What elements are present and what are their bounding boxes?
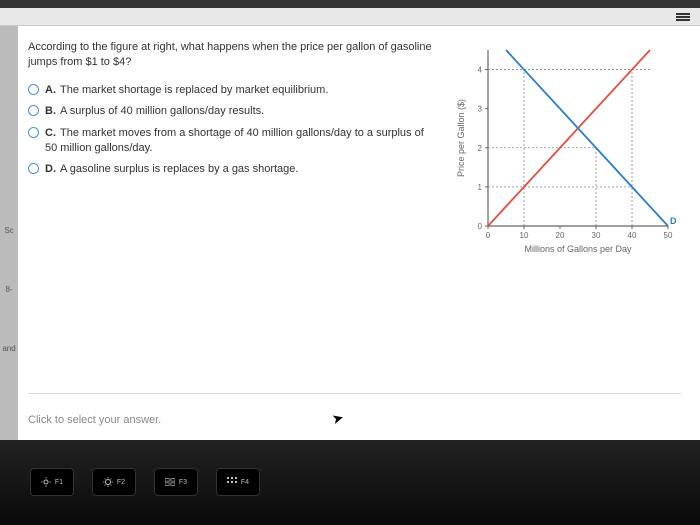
radio-icon[interactable]	[28, 127, 39, 138]
svg-text:3: 3	[478, 105, 483, 114]
option-text: A surplus of 40 million gallons/day resu…	[60, 105, 264, 117]
laptop-keyboard: F1 F2 F3 F4	[0, 440, 700, 525]
gutter-label: 8-	[5, 285, 12, 294]
svg-text:0: 0	[478, 222, 483, 231]
key-f3[interactable]: F3	[154, 468, 198, 496]
quiz-panel: Sc 8- and According to the figure at rig…	[0, 26, 700, 440]
svg-text:2: 2	[478, 144, 483, 153]
key-f1[interactable]: F1	[30, 468, 74, 496]
option-letter: B.	[45, 105, 56, 117]
key-label: F3	[179, 479, 187, 486]
launchpad-icon	[227, 477, 237, 487]
footer-hint: Click to select your answer.	[28, 414, 682, 426]
browser-top-bar	[0, 8, 700, 26]
option-letter: A.	[45, 84, 56, 96]
svg-text:4: 4	[478, 66, 483, 75]
brightness-high-icon	[103, 477, 113, 487]
option-b[interactable]: B. A surplus of 40 million gallons/day re…	[28, 104, 432, 119]
svg-text:30: 30	[592, 231, 601, 240]
gutter-label: and	[2, 344, 15, 353]
radio-icon[interactable]	[28, 163, 39, 174]
option-d[interactable]: D. A gasoline surplus is replaces by a ga…	[28, 162, 432, 177]
svg-text:10: 10	[520, 231, 529, 240]
svg-text:50: 50	[664, 231, 673, 240]
question-text: According to the figure at right, what h…	[28, 40, 432, 71]
option-letter: D.	[45, 163, 56, 175]
key-f2[interactable]: F2	[92, 468, 136, 496]
option-letter: C.	[45, 127, 56, 139]
option-c[interactable]: C.The market moves from a shortage of 40…	[28, 126, 432, 157]
svg-text:D: D	[670, 216, 677, 226]
svg-text:Millions of Gallons per Day: Millions of Gallons per Day	[524, 244, 632, 254]
svg-text:Price per Gallon ($): Price per Gallon ($)	[456, 99, 466, 177]
supply-demand-chart: 0 10 20 30 40 50 0 1 2 3 4 D Millions of Gallons per…	[452, 40, 682, 260]
radio-icon[interactable]	[28, 84, 39, 95]
left-gutter: Sc 8- and	[0, 26, 18, 440]
key-f4[interactable]: F4	[216, 468, 260, 496]
key-label: F2	[117, 479, 125, 486]
monitor-frame: Sc 8- and According to the figure at rig…	[0, 0, 700, 440]
option-text: The market shortage is replaced by marke…	[60, 84, 328, 96]
svg-text:20: 20	[556, 231, 565, 240]
svg-text:1: 1	[478, 183, 483, 192]
option-a[interactable]: A. The market shortage is replaced by mar…	[28, 83, 432, 98]
menu-icon[interactable]	[676, 12, 690, 22]
gutter-label: Sc	[4, 226, 13, 235]
radio-icon[interactable]	[28, 105, 39, 116]
option-text: The market moves from a shortage of 40 m…	[45, 127, 424, 154]
svg-text:0: 0	[486, 231, 491, 240]
chart-svg: 0 10 20 30 40 50 0 1 2 3 4 D Millions of Gallons per…	[452, 40, 682, 260]
brightness-low-icon	[41, 477, 51, 487]
mission-control-icon	[165, 477, 175, 487]
divider	[28, 393, 682, 394]
svg-text:40: 40	[628, 231, 637, 240]
question-column: According to the figure at right, what h…	[28, 40, 432, 184]
option-text: A gasoline surplus is replaces by a gas …	[60, 163, 298, 175]
key-label: F4	[241, 479, 249, 486]
key-label: F1	[55, 479, 63, 486]
